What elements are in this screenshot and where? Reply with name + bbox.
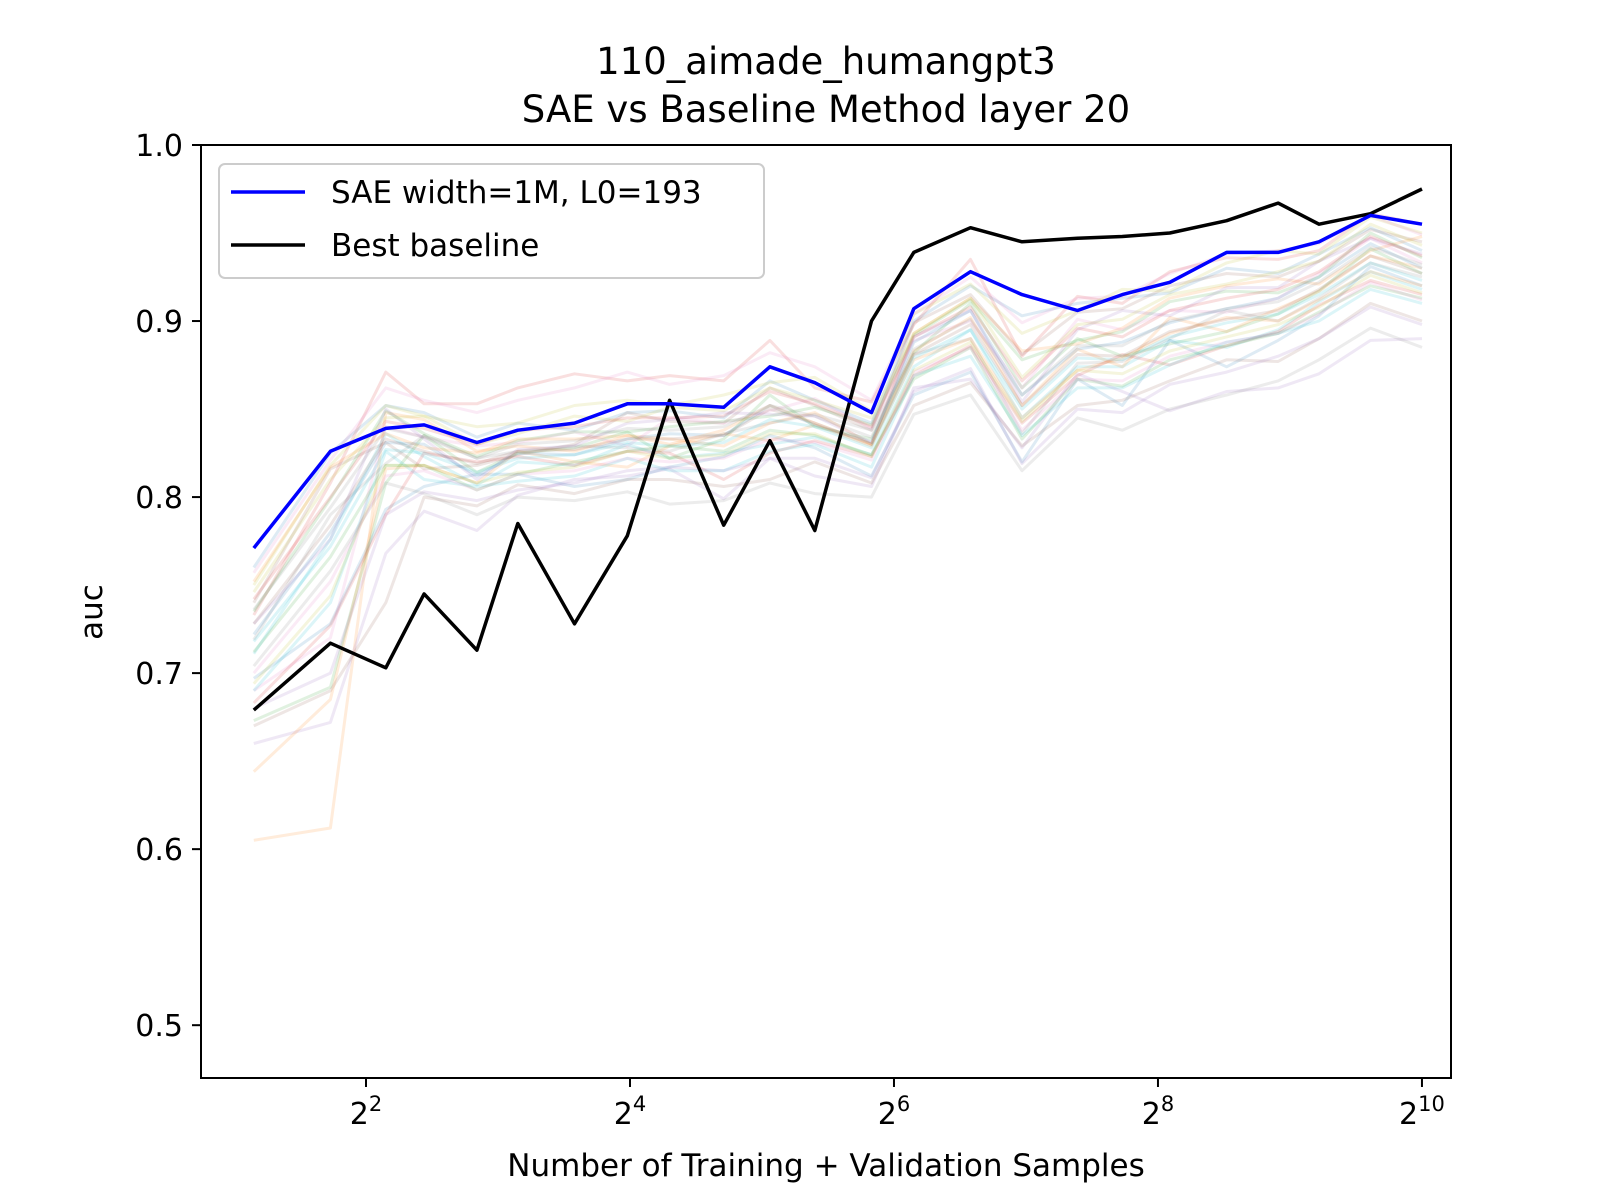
y-tick-label: 1.0 [135, 129, 183, 164]
legend-label-sae: SAE width=1M, L0=193 [331, 175, 702, 211]
background-series-line [252, 326, 1423, 668]
y-axis-label: auc [74, 584, 110, 640]
legend-box [218, 163, 765, 279]
background-series-line [252, 270, 1423, 583]
background-series-line [253, 247, 1423, 722]
sae-series-line [252, 213, 1423, 550]
legend: SAE width=1M, L0=193 Best baseline [218, 163, 765, 279]
background-series-line [253, 301, 1423, 728]
background-series-line [252, 254, 1423, 773]
x-tick-label: 26 [878, 1092, 910, 1132]
background-series-line [252, 270, 1423, 655]
y-tick-label: 0.7 [135, 657, 183, 692]
y-tick-label: 0.6 [135, 833, 183, 868]
background-series-line [252, 226, 1423, 569]
background-series-line [252, 273, 1423, 685]
background-series-line [252, 215, 1423, 586]
baseline-series-line [252, 187, 1423, 712]
x-tick-label: 22 [350, 1092, 382, 1132]
plot-frame [200, 144, 1452, 1079]
chart-subtitle: SAE vs Baseline Method layer 20 [522, 88, 1130, 131]
background-series-line [252, 231, 1423, 613]
x-tick-label: 24 [614, 1092, 646, 1132]
background-series-line [252, 236, 1423, 692]
background-series-line [252, 287, 1423, 692]
background-series-line [252, 280, 1423, 675]
x-tick-label: 210 [1399, 1092, 1445, 1132]
chart-title: 110_aimade_humangpt3 [596, 40, 1056, 83]
background-series-line [252, 242, 1423, 636]
background-series-line [252, 284, 1423, 653]
x-tick-label: 28 [1142, 1092, 1174, 1132]
y-axis: 0.5 0.6 0.7 0.8 0.9 1.0 [135, 129, 201, 1044]
y-tick-label: 0.9 [135, 305, 183, 340]
x-axis: 22 24 26 28 210 [350, 1078, 1445, 1132]
background-series-line [252, 261, 1423, 643]
background-series-line [252, 279, 1423, 705]
background-series-line [253, 337, 1423, 745]
x-axis-label: Number of Training + Validation Samples [507, 1148, 1144, 1184]
background-series-line [252, 254, 1423, 625]
background-series-line [252, 212, 1423, 616]
background-series-line [252, 228, 1423, 604]
y-tick-label: 0.5 [135, 1009, 183, 1044]
legend-label-baseline: Best baseline [331, 228, 539, 264]
main-series-group [252, 187, 1423, 712]
background-series-line [253, 305, 1423, 710]
background-series-line [252, 235, 1423, 601]
y-tick-label: 0.8 [135, 481, 183, 516]
background-series-line [252, 265, 1423, 680]
